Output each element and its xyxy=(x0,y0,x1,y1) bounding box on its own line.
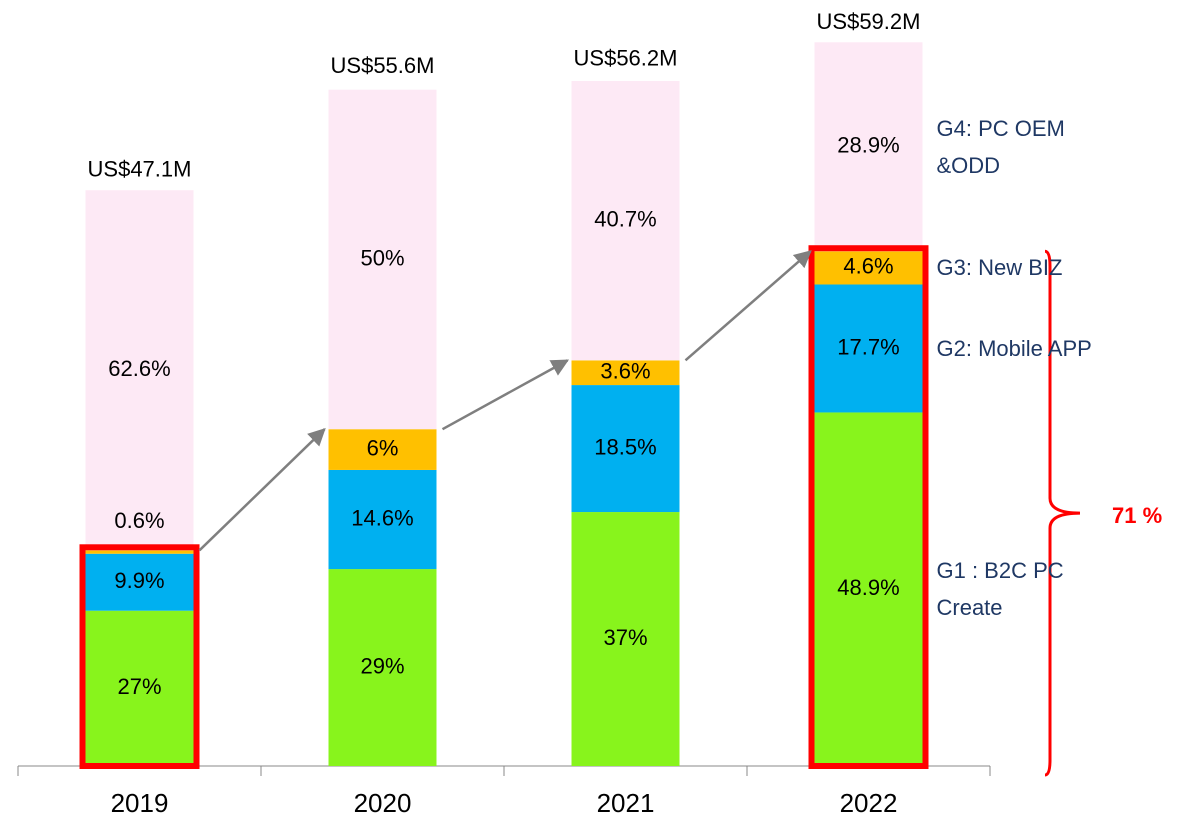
bar-segment xyxy=(814,251,923,285)
legend-label: G3: New BIZ xyxy=(936,255,1063,281)
bar-segment xyxy=(328,429,437,470)
legend-label: G4: PC OEM &ODD xyxy=(936,115,1065,178)
growth-arrow xyxy=(684,250,812,362)
data-label: 28.9% xyxy=(837,133,899,158)
growth-arrow xyxy=(198,427,326,552)
data-label: 40.7% xyxy=(594,206,656,231)
data-label: 50% xyxy=(360,245,404,270)
bar-segment xyxy=(571,385,680,513)
x-tick-label: 2022 xyxy=(840,788,898,818)
bar-segment xyxy=(328,569,437,766)
bar-segment xyxy=(814,412,923,766)
data-label: 6% xyxy=(367,435,399,460)
bar-segment xyxy=(571,512,680,766)
bar-segment xyxy=(571,360,680,386)
brace xyxy=(1044,249,1081,777)
data-label: 17.7% xyxy=(837,334,899,359)
highlight-box xyxy=(79,544,200,770)
total-label: US$47.1M xyxy=(88,157,192,182)
data-label: 48.9% xyxy=(837,575,899,600)
bar-segment xyxy=(85,610,194,766)
data-label: 29% xyxy=(360,653,404,678)
x-tick-label: 2021 xyxy=(597,788,655,818)
total-label: US$59.2M xyxy=(817,9,921,34)
bar-segment xyxy=(814,42,923,252)
data-label: 37% xyxy=(603,625,647,650)
data-label: 27% xyxy=(117,674,161,699)
data-label: 62.6% xyxy=(108,356,170,381)
data-label: 14.6% xyxy=(351,505,413,530)
data-label: 0.6% xyxy=(114,508,164,533)
x-tick-label: 2019 xyxy=(111,788,169,818)
x-tick-label: 2020 xyxy=(354,788,412,818)
data-label: 18.5% xyxy=(594,434,656,459)
total-label: US$56.2M xyxy=(574,45,678,70)
total-label: US$55.6M xyxy=(331,53,435,78)
bar-segment xyxy=(328,89,437,430)
annotation: 71 % xyxy=(1112,503,1162,528)
bar-segment xyxy=(571,81,680,361)
data-label: 3.6% xyxy=(600,359,650,384)
legend-label: G2: Mobile APP xyxy=(936,335,1092,361)
data-label: 4.6% xyxy=(843,254,893,279)
bar-segment xyxy=(85,550,194,554)
bar-segment xyxy=(814,284,923,413)
bar-segment xyxy=(85,190,194,551)
data-label: 9.9% xyxy=(114,568,164,593)
legend-label: G1 : B2C PC Create xyxy=(936,558,1064,621)
bar-segment xyxy=(85,553,194,611)
growth-arrow xyxy=(441,359,570,431)
bar-segment xyxy=(328,469,437,570)
highlight-box xyxy=(808,245,929,769)
